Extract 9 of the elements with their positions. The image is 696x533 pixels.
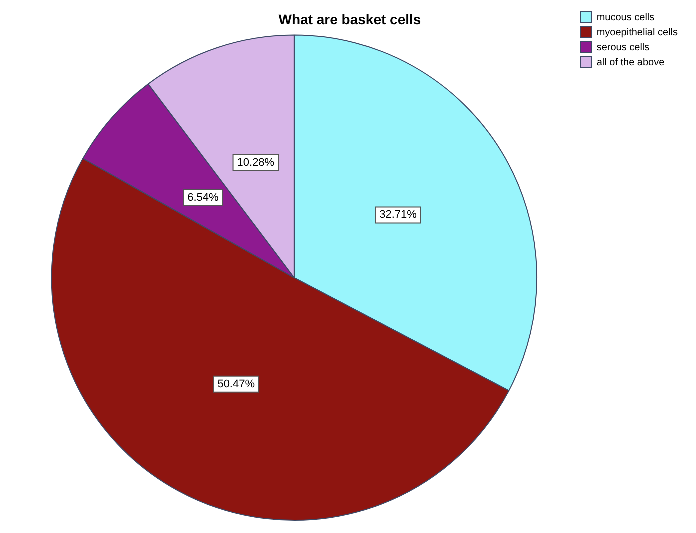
legend-label: serous cells	[596, 42, 650, 54]
data-label: 6.54%	[188, 192, 219, 204]
chart-title: What are basket cells	[278, 11, 422, 28]
legend-label: mucous cells	[596, 12, 655, 24]
data-label: 32.71%	[380, 209, 418, 222]
data-label: 50.47%	[218, 378, 256, 390]
data-label: 10.28%	[237, 156, 275, 169]
legend-label: myoepithelial cells	[596, 27, 678, 38]
legend-label: all of the above	[596, 57, 666, 68]
